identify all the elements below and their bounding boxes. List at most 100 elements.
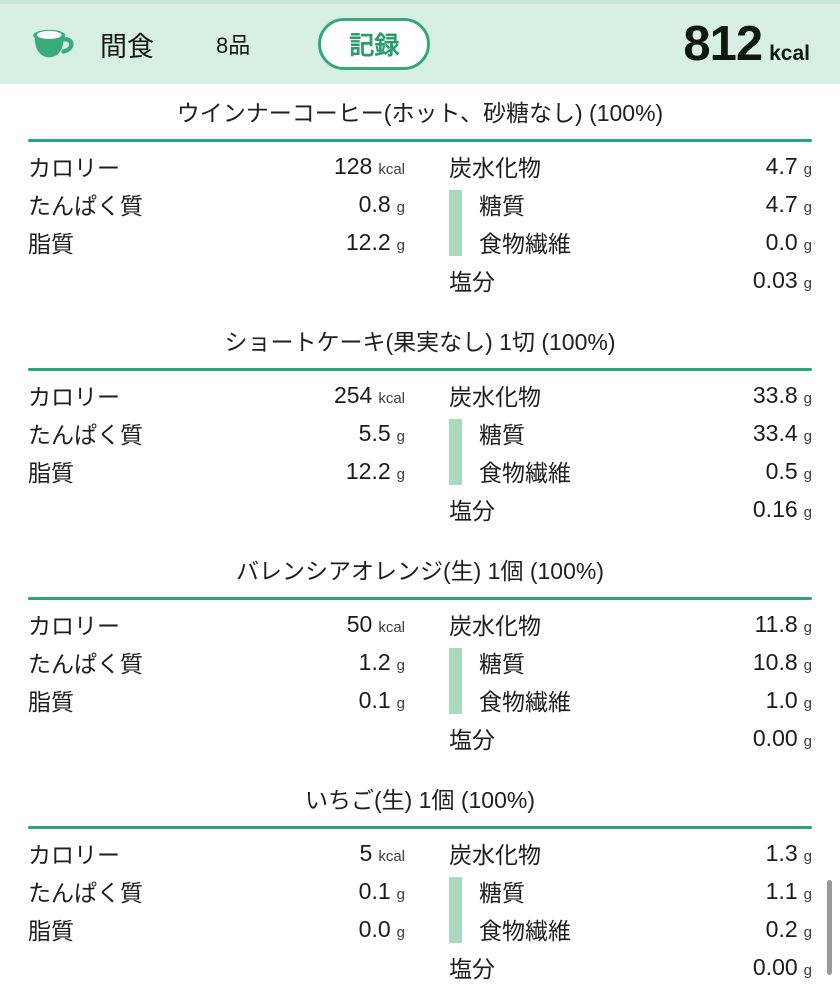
nutrient-label: 塩分	[449, 269, 495, 295]
nutrient-label: 糖質	[479, 422, 525, 448]
food-title: バレンシアオレンジ(生) 1個 (100%)	[235, 558, 605, 584]
nutrient-unit: g	[396, 656, 405, 674]
nutrient-unit: g	[803, 923, 812, 941]
nutrient-unit: g	[803, 274, 812, 292]
nutrient-value: 4.7	[765, 190, 798, 217]
section-divider	[28, 826, 812, 829]
nutrient-row: カロリー 128 kcal	[28, 147, 405, 185]
nutrient-row: 食物繊維 0.5 g	[449, 452, 812, 490]
nutrient-row: たんぱく質 0.1 g	[28, 872, 405, 910]
nutrient-row: 食物繊維 1.0 g	[449, 681, 812, 719]
nutrient-label: カロリー	[28, 613, 120, 639]
nutrient-label: 糖質	[479, 880, 525, 906]
nutrient-value: 0.8	[358, 190, 391, 217]
nutrient-unit: g	[396, 923, 405, 941]
nutrient-value: 254	[333, 381, 373, 408]
nutrient-row: 炭水化物 33.8 g	[449, 376, 812, 414]
teacup-icon	[30, 24, 78, 64]
nutrient-value: 33.4	[752, 419, 798, 446]
snack-header: 間食 8品 記録 812 kcal	[0, 0, 840, 84]
section-divider	[28, 597, 812, 600]
nutrient-label: 脂質	[28, 918, 74, 944]
nutrient-unit: g	[396, 236, 405, 254]
nutrient-unit: g	[803, 160, 812, 178]
sugar-fiber-bar	[449, 648, 462, 714]
nutrient-label: 食物繊維	[479, 689, 571, 715]
nutrient-value: 1.0	[765, 686, 798, 713]
nutrient-value: 11.8	[754, 610, 798, 637]
food-title: いちご(生) 1個 (100%)	[304, 787, 536, 813]
nutrient-value: 0.0	[765, 228, 798, 255]
nutrient-row: 炭水化物 1.3 g	[449, 834, 812, 872]
nutrient-label: 炭水化物	[449, 842, 541, 868]
nutrient-value: 12.2	[345, 228, 391, 255]
nutrient-unit: g	[803, 618, 812, 636]
nutrient-value: 5.5	[358, 419, 391, 446]
nutrient-label: カロリー	[28, 155, 120, 181]
nutrient-label: たんぱく質	[28, 880, 143, 906]
scrollbar-thumb[interactable]	[827, 880, 832, 975]
nutrient-label: 糖質	[479, 193, 525, 219]
nutrient-unit: g	[396, 465, 405, 483]
food-title: ショートケーキ(果実なし) 1切 (100%)	[224, 329, 616, 355]
nutrient-value: 1.1	[765, 877, 798, 904]
sugar-fiber-bar	[449, 190, 462, 256]
nutrient-unit: g	[803, 885, 812, 903]
nutrient-label: 塩分	[449, 727, 495, 753]
nutrient-row: 糖質 10.8 g	[449, 643, 812, 681]
nutrient-value: 12.2	[345, 457, 391, 484]
nutrient-value: 1.2	[358, 648, 391, 675]
nutrient-unit: g	[396, 885, 405, 903]
nutrient-row: 糖質 1.1 g	[449, 872, 812, 910]
nutrient-row: 炭水化物 4.7 g	[449, 147, 812, 185]
nutrient-value: 128	[333, 152, 373, 179]
nutrient-row: たんぱく質 1.2 g	[28, 643, 405, 681]
nutrient-unit: g	[396, 694, 405, 712]
nutrient-unit: g	[803, 198, 812, 216]
nutrient-label: 食物繊維	[479, 460, 571, 486]
nutrient-value: 0.2	[765, 915, 798, 942]
nutrient-value: 10.8	[752, 648, 798, 675]
nutrient-label: 塩分	[449, 956, 495, 982]
nutrient-row: カロリー 254 kcal	[28, 376, 405, 414]
nutrient-label: 炭水化物	[449, 613, 541, 639]
nutrient-unit: g	[803, 236, 812, 254]
nutrient-row: 糖質 33.4 g	[449, 414, 812, 452]
nutrient-value: 0.16	[752, 495, 798, 522]
nutrient-row: 食物繊維 0.0 g	[449, 223, 812, 261]
nutrient-value: 4.7	[765, 152, 798, 179]
nutrient-label: 食物繊維	[479, 918, 571, 944]
nutrient-row: 脂質 12.2 g	[28, 452, 405, 490]
nutrient-row: 脂質 0.1 g	[28, 681, 405, 719]
food-section: ショートケーキ(果実なし) 1切 (100%) カロリー 254 kcal たんぱく…	[0, 329, 840, 528]
nutrient-unit: g	[803, 503, 812, 521]
nutrient-label: 脂質	[28, 231, 74, 257]
nutrient-label: 脂質	[28, 460, 74, 486]
item-count: 8品	[216, 33, 251, 58]
nutrient-label: たんぱく質	[28, 193, 143, 219]
nutrient-row: 脂質 12.2 g	[28, 223, 405, 261]
section-divider	[28, 368, 812, 371]
nutrient-row: 塩分 0.00 g	[449, 948, 812, 986]
nutrient-row: 食物繊維 0.2 g	[449, 910, 812, 948]
sugar-fiber-bar	[449, 877, 462, 943]
nutrient-value: 0.03	[752, 266, 798, 293]
nutrient-unit: g	[396, 427, 405, 445]
nutrient-unit: kcal	[378, 160, 405, 178]
food-section: ウインナーコーヒー(ホット、砂糖なし) (100%) カロリー 128 kcal た…	[0, 100, 840, 299]
nutrient-row: 塩分 0.03 g	[449, 261, 812, 299]
nutrient-row: たんぱく質 0.8 g	[28, 185, 405, 223]
food-list: ウインナーコーヒー(ホット、砂糖なし) (100%) カロリー 128 kcal た…	[0, 100, 840, 986]
nutrient-row: カロリー 5 kcal	[28, 834, 405, 872]
sugar-fiber-bar	[449, 419, 462, 485]
nutrient-label: 糖質	[479, 651, 525, 677]
nutrient-value: 33.8	[752, 381, 798, 408]
food-section: バレンシアオレンジ(生) 1個 (100%) カロリー 50 kcal たんぱく質 1…	[0, 558, 840, 757]
nutrient-row: 塩分 0.00 g	[449, 719, 812, 757]
record-button[interactable]: 記録	[318, 18, 431, 70]
nutrient-label: 炭水化物	[449, 155, 541, 181]
total-kcal-unit: kcal	[769, 42, 810, 65]
nutrient-value: 1.3	[765, 839, 798, 866]
nutrient-unit: g	[803, 732, 812, 750]
nutrient-label: 塩分	[449, 498, 495, 524]
